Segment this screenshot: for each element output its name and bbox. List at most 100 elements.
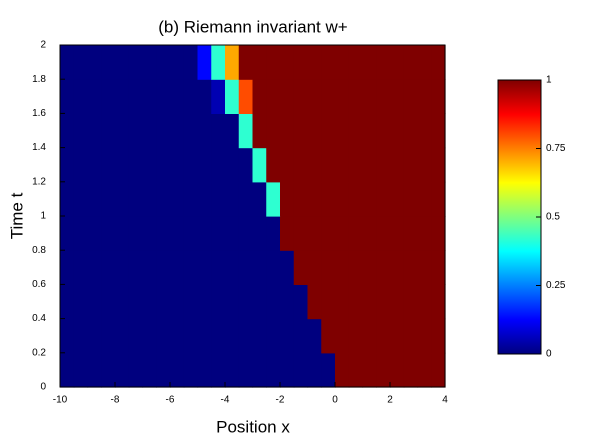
heat-cell bbox=[183, 352, 199, 388]
heat-cell bbox=[225, 284, 240, 320]
heat-cell bbox=[128, 45, 144, 80]
heat-cell bbox=[376, 352, 391, 388]
heat-cell bbox=[362, 352, 377, 388]
x-axis-title: Position x bbox=[216, 417, 290, 436]
heat-cell bbox=[252, 45, 267, 80]
heat-cell bbox=[115, 113, 130, 149]
heat-cell bbox=[280, 113, 295, 149]
y-tick-label: 1 bbox=[40, 211, 46, 222]
heat-cell bbox=[390, 79, 405, 114]
heat-cell bbox=[348, 216, 364, 251]
heat-cell bbox=[266, 318, 281, 354]
heat-cell bbox=[376, 216, 391, 251]
heat-cell bbox=[211, 352, 226, 388]
heat-cell bbox=[431, 181, 446, 217]
heat-cell bbox=[156, 284, 171, 320]
heat-cell bbox=[211, 113, 226, 149]
heat-cell bbox=[60, 216, 75, 251]
heat-cell bbox=[321, 147, 336, 183]
heat-cell bbox=[197, 250, 212, 285]
colorbar-tick-label: 0.5 bbox=[546, 212, 560, 223]
heat-cell bbox=[211, 250, 226, 285]
heat-cell bbox=[335, 113, 350, 149]
heat-cell bbox=[142, 45, 157, 80]
heat-cell bbox=[403, 250, 419, 285]
heat-cell bbox=[417, 216, 432, 251]
x-tick-label: -6 bbox=[166, 395, 175, 406]
heat-cell bbox=[238, 45, 254, 80]
heat-cell bbox=[73, 284, 89, 320]
heat-cell bbox=[307, 147, 322, 183]
heat-cell bbox=[390, 45, 405, 80]
heat-cell bbox=[87, 216, 102, 251]
heat-cell bbox=[266, 45, 281, 80]
heat-cell bbox=[431, 45, 446, 80]
heat-cell bbox=[280, 250, 295, 285]
heat-cell bbox=[362, 284, 377, 320]
heat-cell bbox=[197, 45, 212, 80]
heat-cell bbox=[403, 352, 419, 388]
heat-cell bbox=[101, 216, 116, 251]
heat-cell bbox=[87, 352, 102, 388]
heat-cell bbox=[376, 45, 391, 80]
heat-cell bbox=[142, 250, 157, 285]
heat-cell bbox=[293, 147, 309, 183]
heat-cell bbox=[128, 352, 144, 388]
heat-cell bbox=[128, 147, 144, 183]
y-tick-label: 1.4 bbox=[32, 142, 46, 153]
heat-cell bbox=[348, 113, 364, 149]
heat-cell bbox=[238, 284, 254, 320]
heat-cell bbox=[60, 45, 75, 80]
heat-cell bbox=[362, 79, 377, 114]
heat-cell bbox=[280, 181, 295, 217]
heat-cell bbox=[376, 147, 391, 183]
heat-cell bbox=[225, 181, 240, 217]
heat-cell bbox=[238, 318, 254, 354]
heat-cell bbox=[431, 250, 446, 285]
x-tick-label: 2 bbox=[387, 395, 393, 406]
heat-cell bbox=[128, 284, 144, 320]
heat-cell bbox=[87, 250, 102, 285]
heat-cell bbox=[362, 216, 377, 251]
heat-cell bbox=[280, 284, 295, 320]
heat-cell bbox=[156, 79, 171, 114]
heat-cell bbox=[156, 147, 171, 183]
heat-cell bbox=[211, 216, 226, 251]
colorbar bbox=[497, 79, 542, 355]
heat-cell bbox=[403, 45, 419, 80]
heat-cell bbox=[211, 181, 226, 217]
heat-cell bbox=[60, 113, 75, 149]
heat-cell bbox=[73, 79, 89, 114]
heat-cell bbox=[156, 113, 171, 149]
heat-cell bbox=[252, 318, 267, 354]
heat-cell bbox=[252, 352, 267, 388]
heat-cell bbox=[225, 113, 240, 149]
heat-cell bbox=[170, 181, 185, 217]
heat-cell bbox=[142, 216, 157, 251]
heat-cell bbox=[183, 318, 199, 354]
x-tick-label: -8 bbox=[111, 395, 120, 406]
heat-cell bbox=[252, 250, 267, 285]
heat-cell bbox=[73, 318, 89, 354]
heat-cell bbox=[348, 79, 364, 114]
heat-cell bbox=[252, 216, 267, 251]
heat-cell bbox=[87, 284, 102, 320]
heat-cell bbox=[183, 250, 199, 285]
heat-cell bbox=[197, 318, 212, 354]
heat-cell bbox=[280, 45, 295, 80]
heat-cell bbox=[183, 45, 199, 80]
heat-cell bbox=[321, 352, 336, 388]
heat-cell bbox=[87, 318, 102, 354]
heat-cell bbox=[335, 216, 350, 251]
heat-cell bbox=[183, 216, 199, 251]
heat-cell bbox=[142, 284, 157, 320]
heat-cell bbox=[417, 318, 432, 354]
heat-cell bbox=[128, 250, 144, 285]
heat-cell bbox=[142, 147, 157, 183]
x-tick-label: 0 bbox=[332, 395, 338, 406]
heat-cell bbox=[417, 147, 432, 183]
heat-cell bbox=[266, 147, 281, 183]
heat-cell bbox=[211, 45, 226, 80]
heat-cell bbox=[170, 79, 185, 114]
